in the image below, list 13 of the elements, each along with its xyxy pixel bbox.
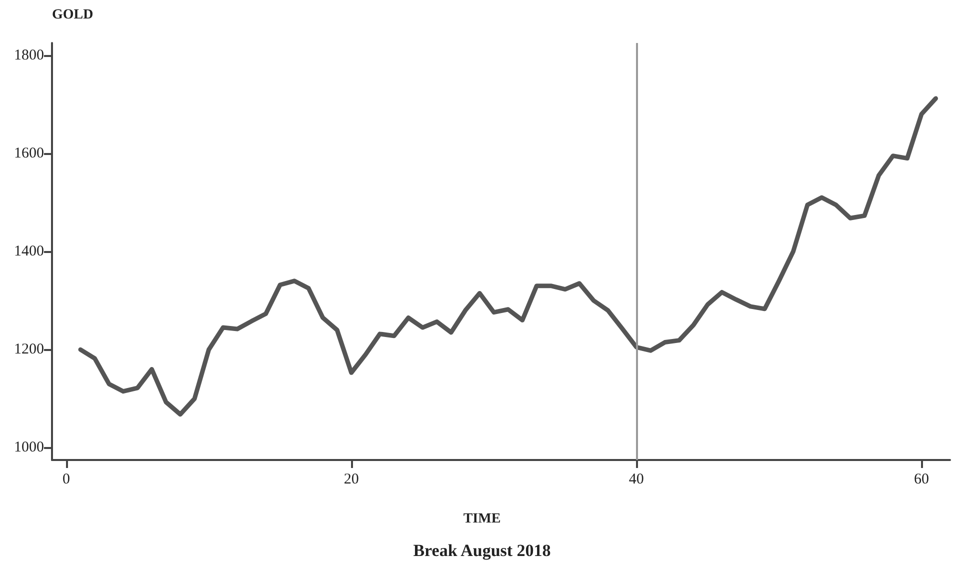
x-axis-title: TIME xyxy=(463,512,501,526)
y-tick-label: 1200 xyxy=(14,342,44,358)
line-series xyxy=(78,96,938,417)
x-tick-label: 40 xyxy=(628,472,644,488)
y-tick-label: 1400 xyxy=(14,244,44,260)
text: Break August 2018 xyxy=(413,541,551,560)
y-tick-label: 1600 xyxy=(14,145,44,162)
x-tick-label: 20 xyxy=(344,472,359,488)
y-tick-label: 1000 xyxy=(14,440,44,456)
y-tick-label: 1800 xyxy=(14,47,44,64)
x-tick-label: 60 xyxy=(914,472,929,488)
y-axis-title: GOLD xyxy=(52,8,94,22)
x-tick-label: 0 xyxy=(62,472,70,488)
